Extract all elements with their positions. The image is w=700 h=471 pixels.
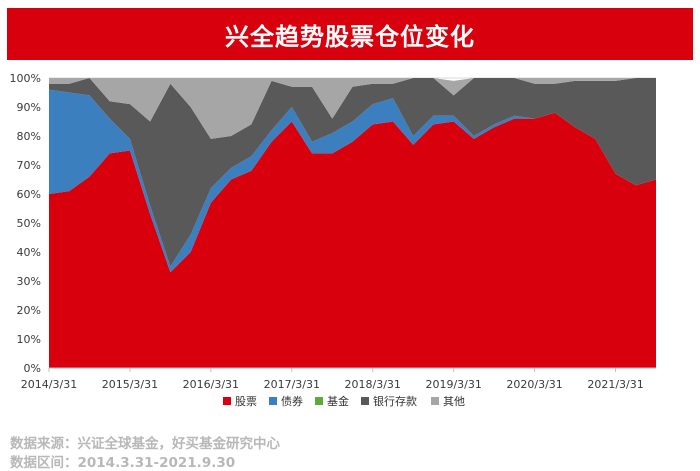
y-tick-label: 40% [17,246,41,259]
series-area-3 [49,78,656,267]
legend-swatch [269,397,277,405]
axes: 0% 10% 20% 30% 40% 50% 60% 70% 80% 90% 100% 2014/3/… [10,72,656,391]
y-tick-label: 20% [17,304,41,317]
y-tick-label: 60% [17,188,41,201]
y-tick-label: 30% [17,275,41,288]
series-areas [49,78,656,368]
legend-swatch [431,397,439,405]
legend-swatch [223,397,231,405]
x-tick-label: 2021/3/31 [587,378,643,391]
legend: 股票 债券 基金 银行存款 其他 [223,394,465,408]
y-tick-label: 70% [17,159,41,172]
legend-label: 银行存款 [373,394,417,408]
series-area-1 [49,89,656,273]
chart-title: 兴全趋势股票仓位变化 [7,8,693,60]
y-tick-label: 50% [17,217,41,230]
x-tick-label: 2017/3/31 [264,378,320,391]
legend-label: 其他 [443,395,465,408]
x-tick-label: 2020/3/31 [506,378,562,391]
legend-label: 基金 [327,394,349,408]
x-tick-label: 2016/3/31 [183,378,239,391]
legend-label: 债券 [281,394,303,408]
data-range-note: 数据区间：2014.3.31-2021.9.30 [10,455,236,471]
x-tick-label: 2018/3/31 [345,378,401,391]
data-source-note: 数据来源：兴证全球基金，好买基金研究中心 [10,436,280,452]
y-tick-label: 10% [17,333,41,346]
series-area-0 [49,112,656,368]
stacked-area-chart: 0% 10% 20% 30% 40% 50% 60% 70% 80% 90% 100% 2014/3/… [10,72,656,408]
legend-swatch [315,397,323,405]
legend-swatch [361,397,369,405]
y-tick-label: 80% [17,130,41,143]
x-tick-label: 2015/3/31 [102,378,158,391]
series-area-4 [49,78,656,139]
y-tick-label: 90% [17,101,41,114]
x-tick-label: 2014/3/31 [21,378,77,391]
y-tick-label: 100% [10,72,41,85]
legend-label: 股票 [235,395,257,408]
y-tick-label: 0% [24,362,41,375]
x-tick-label: 2019/3/31 [425,378,481,391]
